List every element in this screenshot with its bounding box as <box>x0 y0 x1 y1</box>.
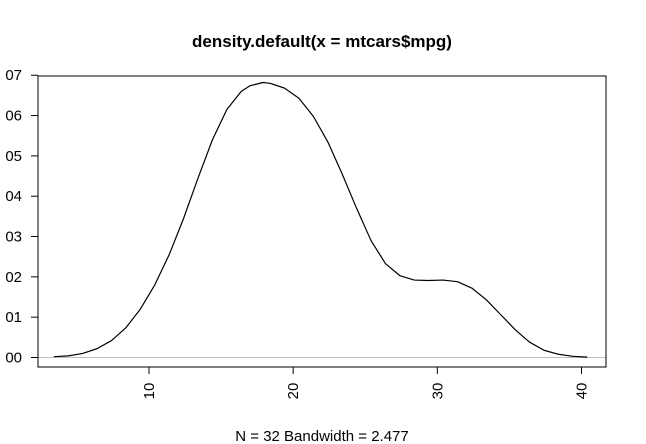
y-tick-label: 03 <box>5 229 22 246</box>
plot-frame <box>37 75 607 368</box>
y-tick-label: 01 <box>5 309 22 326</box>
y-tick-label: 00 <box>5 350 22 367</box>
y-tick-label: 06 <box>5 108 22 125</box>
y-tick-label: 04 <box>5 188 22 205</box>
x-tick-label: 40 <box>573 383 590 400</box>
density-curve <box>53 81 588 358</box>
y-tick-label: 05 <box>5 148 22 165</box>
y-axis: 00 01 02 03 04 05 06 07 <box>5 67 38 367</box>
x-tick-label: 30 <box>429 383 446 400</box>
x-axis: 10 20 30 40 <box>141 367 590 399</box>
chart-title: density.default(x = mtcars$mpg) <box>192 32 452 51</box>
y-tick-label: 07 <box>5 67 22 84</box>
x-axis-label: N = 32 Bandwidth = 2.477 <box>235 428 408 444</box>
x-tick-label: 20 <box>285 383 302 400</box>
y-tick-label: 02 <box>5 269 22 286</box>
x-tick-label: 10 <box>141 383 158 400</box>
